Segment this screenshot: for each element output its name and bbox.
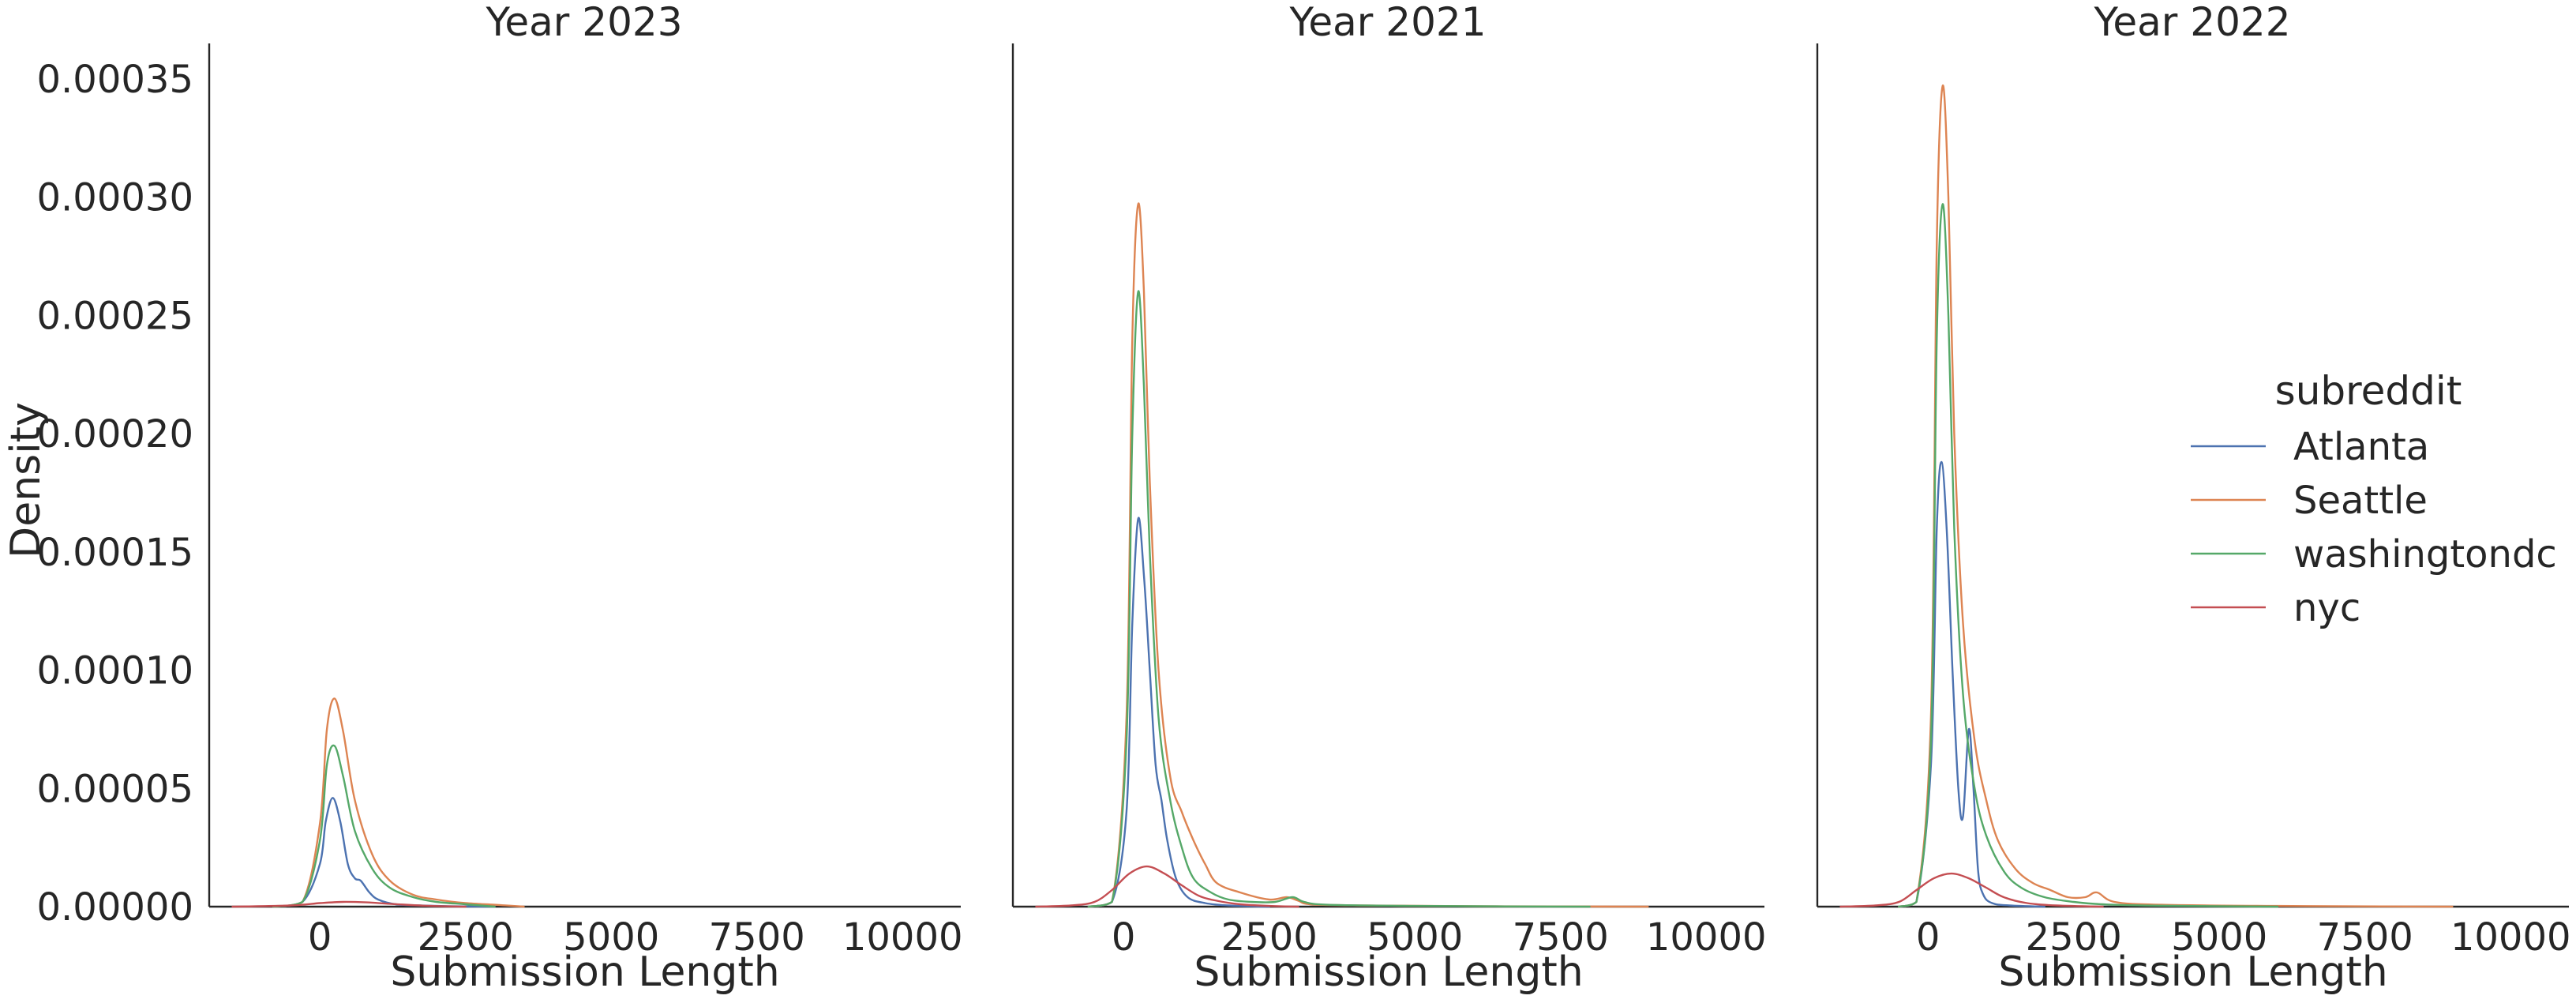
series-line-atlanta <box>1087 517 1270 908</box>
x-tick-label: 5000 <box>2171 915 2267 960</box>
y-tick-label: 0.00005 <box>37 767 194 811</box>
x-tick-label: 10000 <box>842 915 963 960</box>
x-tick-label: 2500 <box>2026 915 2122 960</box>
panel-2-plot: 0 2500 5000 7500 10000 <box>1011 43 1767 960</box>
panel-1-y-axis-label: Density <box>2 402 50 558</box>
panel-1-plot: 0.00000 0.00005 0.00010 0.00015 0.00020 0.000… <box>37 43 963 960</box>
legend-label-seattle: Seattle <box>2293 479 2428 523</box>
series-line-seattle <box>1087 202 1649 908</box>
x-tick-label: 2500 <box>1221 915 1318 960</box>
x-tick-label: 5000 <box>1367 915 1463 960</box>
y-tick-label: 0.00020 <box>37 412 194 456</box>
legend-label-washingtondc: washingtondc <box>2293 532 2557 577</box>
panel-3-title: Year 2022 <box>2094 0 2291 45</box>
series-line-washingtondc <box>1087 290 1591 908</box>
legend-title: subreddit <box>2275 368 2462 414</box>
panel-2-x-ticks: 0 2500 5000 7500 10000 <box>1112 915 1767 960</box>
series-line-nyc <box>1035 865 1299 908</box>
panel-3: Year 2022 0 2500 5000 7500 10000 Submission … <box>1816 0 2571 996</box>
x-tick-label: 0 <box>1112 915 1136 960</box>
x-tick-label: 0 <box>308 915 332 960</box>
series-line-nyc <box>231 900 467 908</box>
panel-3-plot: 0 2500 5000 7500 10000 <box>1816 43 2571 960</box>
panel-2-title: Year 2021 <box>1289 0 1487 45</box>
x-tick-label: 0 <box>1916 915 1940 960</box>
series-line-washingtondc <box>272 744 496 908</box>
panel-3-series <box>1839 84 2454 908</box>
panel-1-title: Year 2023 <box>486 0 683 45</box>
panel-1-x-axis-label: Submission Length <box>390 949 779 996</box>
x-tick-label: 5000 <box>563 915 659 960</box>
panel-2-x-axis-label: Submission Length <box>1194 949 1583 996</box>
panel-2: Year 2021 0 2500 5000 7500 10000 Submission … <box>1011 0 1767 996</box>
y-tick-label: 0.00030 <box>37 176 194 220</box>
legend: subreddit Atlanta Seattle washingtondc nyc <box>2191 368 2557 630</box>
series-line-nyc <box>1839 872 2104 908</box>
legend-entries: Atlanta Seattle washingtondc nyc <box>2191 425 2557 630</box>
y-tick-label: 0.00015 <box>37 531 194 575</box>
x-tick-label: 7500 <box>1513 915 1609 960</box>
legend-label-nyc: nyc <box>2293 586 2360 630</box>
panel-1: Year 2023 0.000000.000050.000100.000150.… <box>2 0 963 996</box>
y-tick-label: 0.00025 <box>37 294 194 338</box>
y-tick-label: 0.00010 <box>37 649 194 693</box>
panel-1-y-ticks: 0.00000 0.00005 0.00010 0.00015 0.00020 0.000… <box>37 58 194 930</box>
series-line-seattle <box>272 697 525 908</box>
panel-1-series <box>231 697 525 908</box>
series-line-washingtondc <box>1898 203 2279 908</box>
x-tick-label: 7500 <box>2317 915 2413 960</box>
panel-3-x-axis-label: Submission Length <box>1998 949 2387 996</box>
x-tick-label: 10000 <box>2450 915 2571 960</box>
panel-2-series <box>1035 202 1649 908</box>
panel-3-x-ticks: 0 2500 5000 7500 10000 <box>1916 915 2571 960</box>
legend-label-atlanta: Atlanta <box>2293 425 2429 469</box>
x-tick-label: 2500 <box>418 915 514 960</box>
x-tick-label: 7500 <box>709 915 805 960</box>
y-tick-label: 0.00000 <box>37 885 194 930</box>
y-tick-label: 0.00035 <box>37 58 194 102</box>
panel-1-x-ticks: 0 2500 5000 7500 10000 <box>308 915 963 960</box>
x-tick-label: 10000 <box>1646 915 1767 960</box>
series-line-atlanta <box>1898 460 2045 908</box>
